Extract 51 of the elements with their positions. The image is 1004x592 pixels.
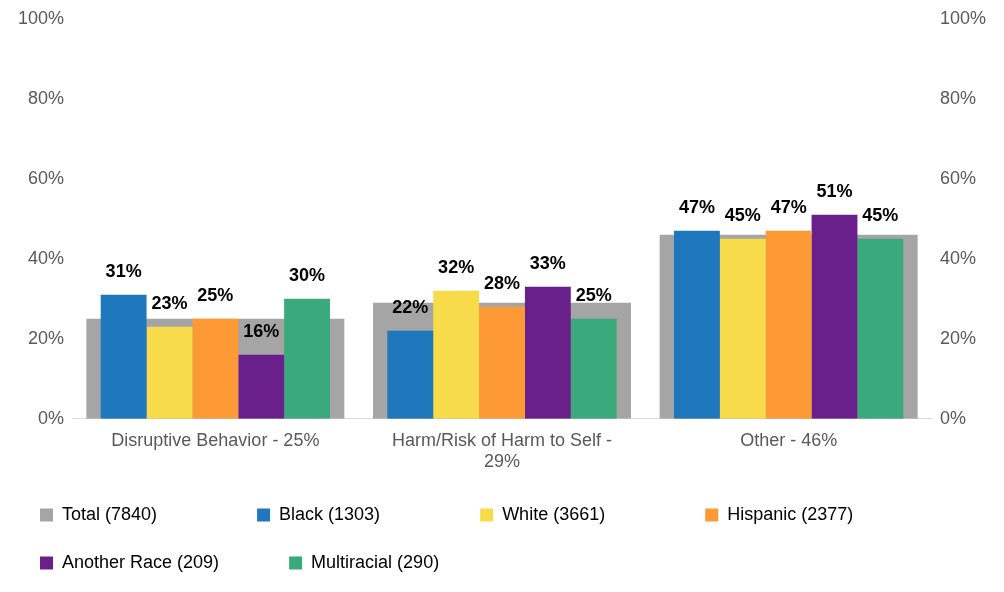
bar	[673, 230, 720, 419]
legend-label: Total (7840)	[62, 503, 228, 524]
bar	[433, 290, 480, 419]
legend-label: Hispanic (2377)	[727, 503, 909, 524]
bar	[479, 306, 525, 419]
y2-tick-label: 0%	[939, 407, 966, 428]
legend-label: Multiracial (290)	[311, 551, 485, 572]
y-tick-label: 100%	[17, 7, 65, 28]
bar	[811, 214, 858, 419]
bar	[238, 354, 285, 419]
y2-tick-label: 100%	[939, 7, 987, 28]
y2-tick-label: 20%	[939, 327, 976, 348]
x-tick-label: Disruptive Behavior - 25%	[111, 429, 320, 450]
data-label: 30%	[289, 264, 326, 285]
bar	[719, 238, 766, 419]
bar	[387, 330, 434, 419]
y2-tick-label: 40%	[939, 247, 976, 268]
y-tick-label: 20%	[28, 327, 65, 348]
data-label: 33%	[529, 252, 566, 273]
data-label: 45%	[862, 204, 899, 225]
data-label: 28%	[483, 272, 521, 293]
legend-label: Another Race (209)	[62, 551, 260, 572]
legend-label: Black (1303)	[279, 503, 451, 524]
data-label: 47%	[678, 196, 715, 217]
y-tick-label: 80%	[28, 87, 65, 108]
bar	[192, 318, 239, 419]
data-label: 45%	[724, 204, 761, 225]
y-tick-label: 60%	[28, 167, 65, 188]
data-label: 16%	[243, 320, 280, 341]
x-tick-label: Harm/Risk of Harm to Self - 29%	[391, 429, 613, 472]
data-label: 31%	[105, 260, 142, 281]
bar	[284, 298, 331, 419]
data-label: 51%	[816, 180, 853, 201]
bar	[765, 230, 812, 419]
data-label: 32%	[438, 256, 475, 277]
data-label: 25%	[197, 284, 234, 305]
bar	[524, 286, 571, 419]
legend-label: White (3661)	[502, 503, 676, 524]
bar	[857, 238, 904, 419]
data-label: 23%	[151, 292, 188, 313]
data-label: 47%	[770, 196, 807, 217]
y2-tick-label: 60%	[939, 167, 976, 188]
y-tick-label: 0%	[38, 407, 65, 428]
bar	[570, 318, 617, 419]
x-tick-label: Other - 46%	[740, 429, 838, 450]
bar	[100, 294, 147, 419]
data-label: 25%	[575, 284, 612, 305]
data-label: 22%	[392, 296, 429, 317]
y2-tick-label: 80%	[939, 87, 976, 108]
bar	[146, 326, 193, 419]
y-tick-label: 40%	[28, 247, 65, 268]
